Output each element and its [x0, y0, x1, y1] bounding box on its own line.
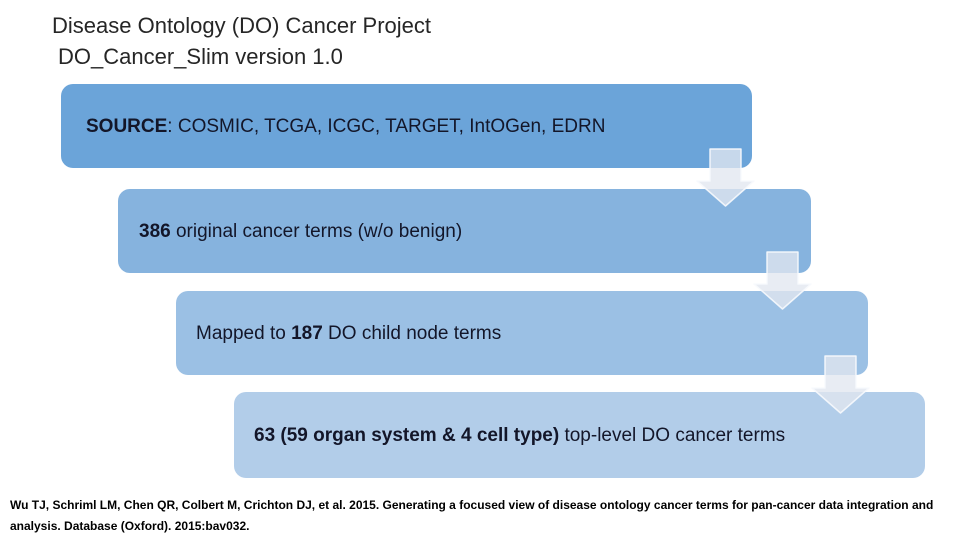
flow-box-source: SOURCE: COSMIC, TCGA, ICGC, TARGET, IntO…	[61, 84, 752, 168]
slide-title: Disease Ontology (DO) Cancer Project DO_…	[52, 10, 431, 72]
text-segment-rest: : COSMIC, TCGA, ICGC, TARGET, IntOGen, E…	[167, 115, 606, 137]
text-segment-bold: SOURCE	[86, 115, 168, 137]
flow-box-original-terms: 386 original cancer terms (w/o benign)	[118, 189, 811, 273]
title-line-2: DO_Cancer_Slim version 1.0	[58, 44, 343, 69]
text-segment-bold: 187	[291, 322, 323, 344]
down-arrow-shape	[696, 148, 755, 207]
flow-box-top-level-terms-text: 63 (59 organ system & 4 cell type) top-l…	[254, 422, 785, 449]
flow-box-original-terms-text: 386 original cancer terms (w/o benign)	[139, 218, 462, 245]
down-arrow-icon	[696, 148, 755, 207]
down-arrow-icon	[811, 355, 870, 414]
down-arrow-shape	[811, 355, 870, 414]
citation-text: Wu TJ, Schriml LM, Chen QR, Colbert M, C…	[10, 498, 934, 533]
flow-box-mapped-terms-text: Mapped to 187 DO child node terms	[196, 320, 501, 347]
title-line-1: Disease Ontology (DO) Cancer Project	[52, 13, 432, 38]
text-segment-rest: top-level DO cancer terms	[559, 424, 786, 446]
text-segment-bold: 63 (59 organ system & 4 cell type)	[254, 424, 560, 446]
text-segment-rest: original cancer terms (w/o benign)	[170, 220, 463, 242]
flow-box-mapped-terms: Mapped to 187 DO child node terms	[176, 291, 868, 375]
text-segment-bold: 386	[139, 220, 171, 242]
text-segment-prefix: Mapped to	[196, 322, 292, 344]
down-arrow-shape	[753, 251, 812, 310]
down-arrow-icon	[753, 251, 812, 310]
text-segment-rest: DO child node terms	[322, 322, 502, 344]
flow-box-top-level-terms: 63 (59 organ system & 4 cell type) top-l…	[234, 392, 925, 478]
flow-box-source-text: SOURCE: COSMIC, TCGA, ICGC, TARGET, IntO…	[86, 113, 605, 140]
